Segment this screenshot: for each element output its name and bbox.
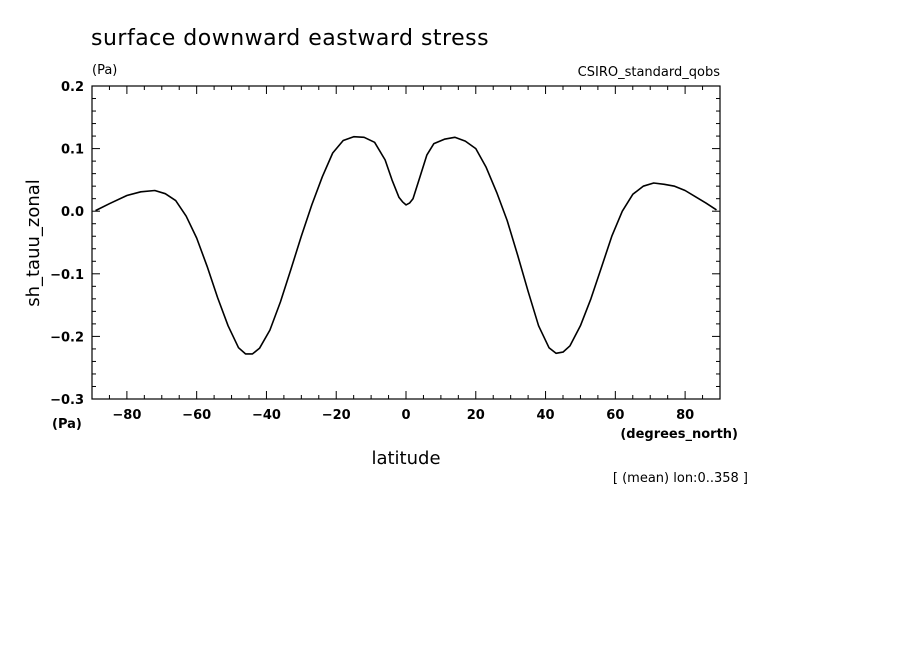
chart-title: surface downward eastward stress (91, 26, 489, 51)
x-tick-labels: −80 −60 −40 −20 0 20 40 60 80 (112, 408, 694, 423)
x-axis-label: latitude (371, 448, 440, 469)
y-tick-label: 0.0 (61, 205, 84, 220)
y-tick-label: 0.1 (61, 143, 84, 158)
axis-ticks (91, 85, 721, 400)
x-tick-label: −20 (322, 408, 351, 423)
x-tick-label: 0 (401, 408, 410, 423)
x-axis-units: (degrees_north) (620, 427, 738, 442)
x-tick-label: 80 (676, 408, 694, 423)
x-tick-label: −80 (112, 408, 141, 423)
y-tick-label: −0.2 (50, 330, 84, 345)
x-tick-label: 20 (467, 408, 485, 423)
y-axis-label: sh_tauu_zonal (23, 179, 44, 307)
plot-frame (91, 85, 721, 400)
y-tick-label: −0.1 (50, 268, 84, 283)
y-tick-labels: −0.3 −0.2 −0.1 0.0 0.1 0.2 (50, 80, 84, 408)
y-tick-label: 0.2 (61, 80, 84, 95)
y-tick-label: −0.3 (50, 393, 84, 408)
x-tick-label: 40 (537, 408, 555, 423)
x-tick-label: −40 (252, 408, 281, 423)
x-tick-label: −60 (182, 408, 211, 423)
x-tick-label: 60 (606, 408, 624, 423)
y-axis-units: (Pa) (52, 417, 82, 432)
footnote: [ (mean) lon:0..358 ] (613, 471, 748, 486)
title-units: (Pa) (92, 63, 117, 78)
model-label: CSIRO_standard_qobs (578, 65, 721, 80)
series-line (95, 135, 717, 355)
